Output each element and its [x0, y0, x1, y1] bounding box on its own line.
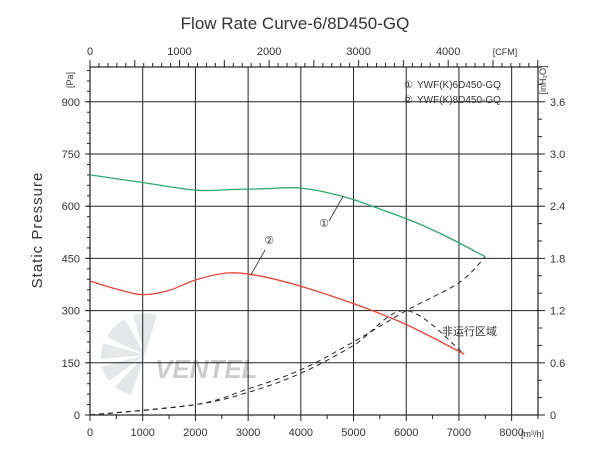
legend-entry-2-marker: ② — [404, 95, 413, 106]
left-tick-label: 300 — [62, 306, 80, 318]
boundary-curves — [89, 256, 486, 416]
left-tick-label: 750 — [62, 149, 80, 161]
chart-title: Flow Rate Curve-6/8D450-GQ — [181, 14, 410, 33]
bottom-tick-label: 8000 — [499, 427, 523, 439]
series-line-2 — [89, 272, 465, 355]
bottom-tick-label: 5000 — [341, 427, 365, 439]
right-tick-label: 0 — [550, 410, 556, 422]
series-lines — [89, 174, 486, 355]
top-tick-label: 1000 — [167, 46, 191, 58]
left-tick-label: 900 — [62, 97, 80, 109]
bottom-tick-label: 7000 — [447, 427, 471, 439]
left-axis-unit: [Pa] — [65, 72, 75, 88]
plot-frame — [89, 66, 539, 416]
bottom-tick-label: 4000 — [289, 427, 313, 439]
top-tick-label: 4000 — [436, 46, 460, 58]
bottom-tick-label: 6000 — [394, 427, 418, 439]
right-tick-label: 3.6 — [550, 97, 565, 109]
boundary-curve — [89, 256, 486, 416]
top-axis-unit: [CFM] — [493, 47, 518, 57]
axes: 0 150 300 450 600 750 900 0 1000 2000 3000 4000 5000… — [62, 46, 566, 439]
annotation-label: ① — [319, 218, 329, 230]
left-tick-label: 150 — [62, 358, 80, 370]
legend-entry-1-marker: ① — [404, 80, 413, 91]
right-tick-label: 3.0 — [550, 149, 565, 161]
left-tick-label: 600 — [62, 201, 80, 213]
right-tick-label: 1.2 — [550, 306, 565, 318]
grid — [90, 67, 538, 415]
left-tick-label: 0 — [74, 410, 80, 422]
series-line-1 — [89, 174, 486, 258]
annotation-label: 非运行区域 — [442, 325, 497, 338]
bottom-tick-label: 1000 — [130, 427, 154, 439]
annotations: 非运行区域 ① ② — [264, 218, 497, 338]
top-tick-label: 0 — [87, 46, 93, 58]
top-tick-label: 2000 — [257, 46, 281, 58]
watermark-logo: VENTEL — [100, 313, 258, 395]
left-tick-label: 450 — [62, 253, 80, 265]
right-tick-label: 1.8 — [550, 253, 565, 265]
legend-entry-2-label: YWF(K)8D450-GQ — [417, 95, 501, 106]
bottom-tick-label: 0 — [87, 427, 93, 439]
legend: ① YWF(K)6D450-GQ ② YWF(K)8D450-GQ — [404, 80, 501, 106]
bottom-tick-label: 3000 — [236, 427, 260, 439]
bottom-axis-unit: [m³/h] — [521, 429, 544, 439]
boundary-curve — [89, 310, 465, 416]
leader-line-1 — [328, 196, 344, 222]
bottom-tick-label: 2000 — [183, 427, 207, 439]
right-axis-unit: [inH₂O] — [538, 66, 548, 95]
legend-entry-1-label: YWF(K)6D450-GQ — [417, 80, 501, 91]
right-tick-label: 0.6 — [550, 358, 565, 370]
leader-line-2 — [250, 249, 266, 276]
annotation-label: ② — [264, 235, 274, 247]
right-tick-label: 2.4 — [550, 201, 565, 213]
y-axis-title: Static Pressure — [29, 172, 46, 289]
top-tick-label: 3000 — [346, 46, 370, 58]
watermark-text: VENTEL — [155, 354, 258, 384]
